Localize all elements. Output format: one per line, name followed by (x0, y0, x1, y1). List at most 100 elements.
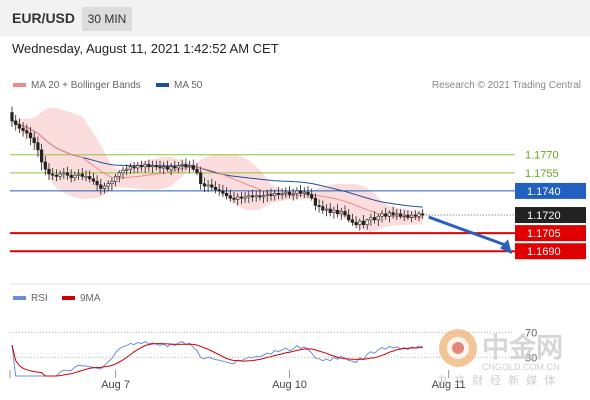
candle (343, 205, 347, 218)
candle (25, 124, 29, 140)
candle (236, 193, 240, 206)
candle-body (254, 195, 258, 198)
candle (369, 213, 373, 226)
candle (313, 193, 318, 211)
candle-body (88, 176, 92, 180)
candle-body (291, 193, 295, 195)
candle (261, 190, 266, 203)
candle (77, 169, 81, 181)
candle (213, 181, 218, 194)
cngold-logo-icon (439, 329, 477, 367)
candle-body (310, 194, 314, 199)
candle (210, 178, 214, 191)
timeframe-button[interactable]: 30 MIN (82, 7, 132, 31)
cngold-watermark: 中金网 CNGOLD.COM.CN 中 文 财 经 新 媒 体 (438, 329, 563, 387)
candle (128, 163, 133, 175)
candle-body (199, 172, 203, 184)
candle (54, 169, 58, 182)
candle (361, 215, 366, 229)
legend-ma50: MA 50 (156, 80, 202, 91)
candle-body (287, 191, 292, 195)
candle (132, 161, 136, 173)
candle-body (347, 214, 351, 221)
candle (99, 178, 103, 195)
candle (32, 131, 36, 150)
candle-body (350, 219, 355, 223)
candle-body (284, 191, 288, 194)
candle (28, 126, 33, 146)
candle-body (236, 196, 240, 200)
candle-body (276, 193, 281, 195)
candle (217, 183, 221, 196)
support-2-tag (515, 243, 586, 260)
candle-body (151, 165, 155, 168)
candle-body (398, 213, 403, 217)
candle-body (165, 166, 170, 170)
candle (36, 136, 40, 158)
candle (43, 155, 47, 176)
candle-body (184, 164, 188, 168)
candle (162, 161, 166, 175)
candle-body (191, 165, 195, 170)
candle (221, 184, 225, 197)
legend-9ma-label: 9MA (80, 293, 101, 304)
candle-body (358, 220, 362, 225)
candle (328, 202, 332, 217)
candle (69, 169, 73, 183)
candle-body (421, 213, 425, 216)
ma20-line (11, 120, 423, 219)
candle-body (369, 217, 373, 221)
candle (147, 159, 151, 172)
ma50-swatch (156, 83, 169, 88)
watermark-url: CNGOLD.COM.CN (482, 362, 560, 372)
candle-body (261, 195, 266, 198)
candle (191, 159, 195, 172)
candle (80, 167, 84, 181)
copyright-text: Research © 2021 Trading Central (431, 80, 581, 91)
candle (273, 189, 277, 201)
candle-body (376, 215, 380, 221)
candle-body (280, 193, 284, 195)
candle-body (139, 165, 144, 168)
legend-ma20: MA 20 + Bollinger Bands (13, 80, 141, 91)
candle-body (54, 174, 58, 177)
candle-body (143, 164, 147, 168)
candle (280, 188, 284, 200)
candle-body (258, 195, 262, 198)
candle (14, 114, 18, 131)
candle-body (47, 168, 51, 175)
candle-body (84, 176, 88, 178)
candle-body (58, 173, 62, 177)
candle (302, 187, 306, 199)
candle-body (295, 190, 299, 194)
candle-body (132, 166, 136, 169)
candle-body (239, 196, 244, 199)
x-tick-label: Aug 7 (101, 379, 130, 391)
candle (188, 160, 192, 173)
watermark-text: 中金网 (482, 332, 563, 363)
candle (121, 166, 125, 179)
candle-body (25, 130, 29, 134)
candle-body (273, 193, 277, 197)
candle (291, 188, 295, 201)
candle (247, 190, 251, 203)
candle (413, 210, 417, 220)
candle-body (51, 173, 55, 176)
candle (306, 186, 310, 199)
candle-body (225, 193, 229, 197)
candle (321, 200, 325, 214)
last-price-tag (515, 207, 586, 224)
candle (387, 210, 392, 223)
candle-body (110, 180, 114, 184)
candle (276, 187, 281, 200)
candle-body (36, 142, 40, 151)
candle-body (158, 166, 162, 169)
candle (250, 189, 255, 202)
candle-body (328, 208, 332, 213)
candle (195, 163, 199, 176)
candle (406, 210, 410, 220)
candle (358, 218, 362, 231)
candle-body (380, 213, 384, 217)
candle-body (317, 205, 321, 207)
candle-body (372, 217, 377, 221)
